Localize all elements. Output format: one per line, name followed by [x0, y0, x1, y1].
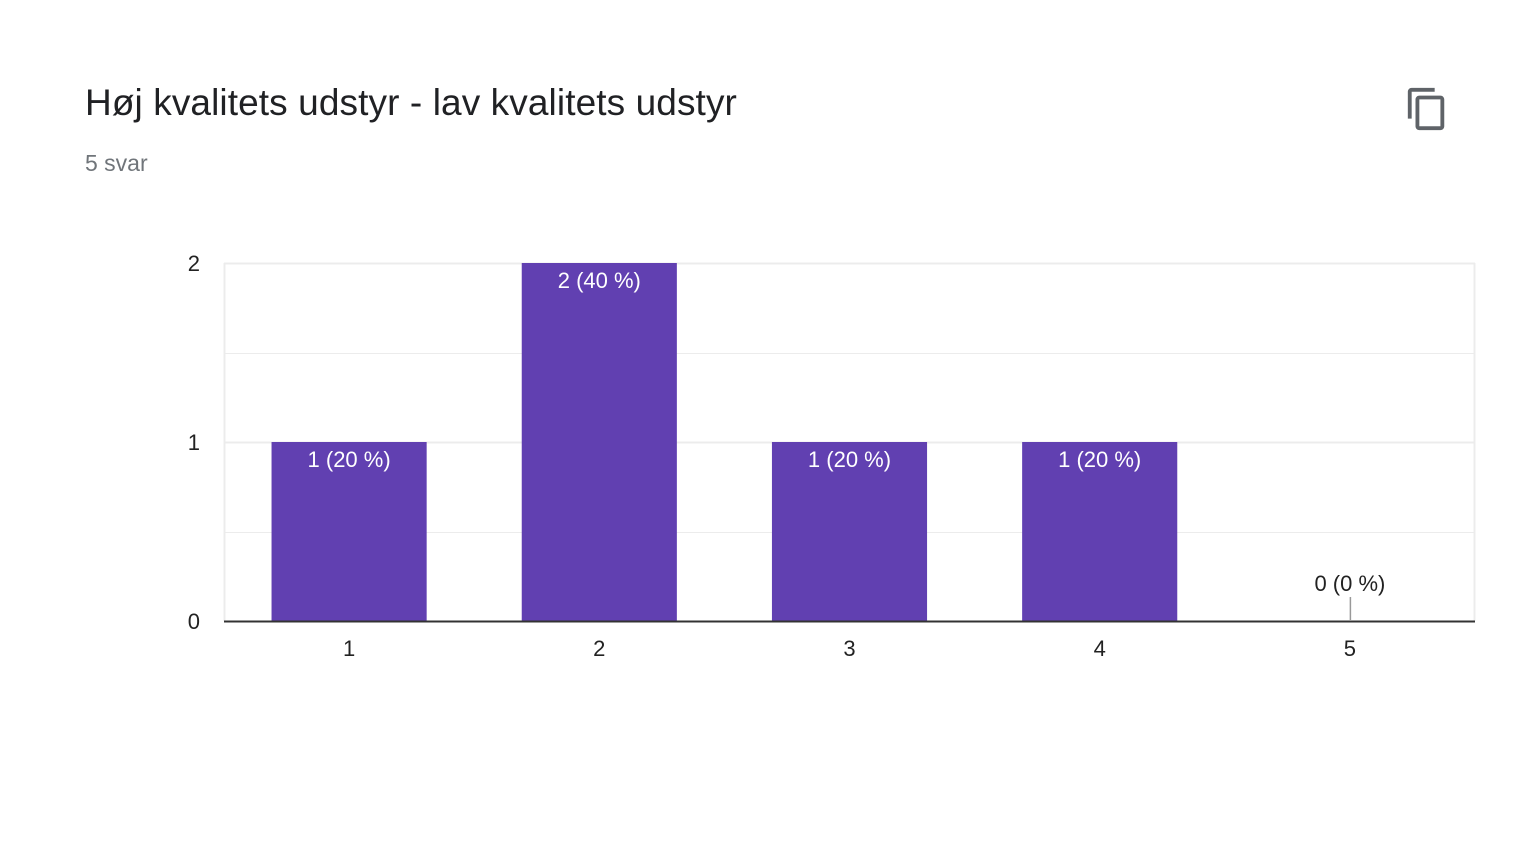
bars	[271, 263, 1178, 621]
question-title: Høj kvalitets udstyr - lav kvalitets uds…	[85, 82, 737, 123]
bar-value-label: 1 (20 %)	[1058, 447, 1141, 472]
bar-value-label: 1 (20 %)	[308, 447, 391, 472]
x-tick-label: 3	[843, 636, 855, 661]
bar-2[interactable]	[521, 263, 677, 621]
copy-chart-button[interactable]	[1404, 86, 1450, 132]
x-tick-label: 1	[343, 636, 355, 661]
x-tick-label: 4	[1094, 636, 1106, 661]
y-tick-label: 1	[188, 430, 200, 455]
copy-icon	[1407, 87, 1445, 131]
bar-1[interactable]	[271, 442, 427, 621]
bar-value-label: 0 (0 %)	[1314, 571, 1385, 596]
bar-value-label: 2 (40 %)	[558, 268, 641, 293]
labels: 1 (20 %) 2 (40 %) 1 (20 %) 1 (20 %) 0 (0 %)	[308, 268, 1385, 621]
x-tick-label: 5	[1344, 636, 1356, 661]
axes: 0 1 2 1 2 3 4 5	[188, 251, 1475, 661]
bar-value-label: 1 (20 %)	[808, 447, 891, 472]
bar-3[interactable]	[771, 442, 928, 621]
y-tick-label: 0	[188, 609, 200, 634]
bar-4[interactable]	[1022, 442, 1178, 621]
y-tick-label: 2	[188, 251, 200, 276]
x-tick-label: 2	[593, 636, 605, 661]
response-count: 5 svar	[85, 150, 148, 176]
